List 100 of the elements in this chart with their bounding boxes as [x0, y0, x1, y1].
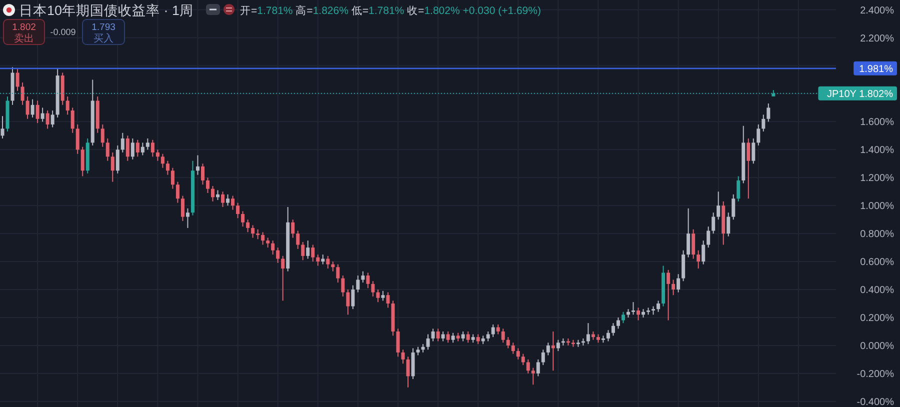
y-tick-label: 1.200% — [860, 173, 894, 184]
candlestick — [401, 349, 405, 364]
candlestick — [381, 290, 385, 302]
annotation: 卖出 — [14, 32, 34, 44]
candlestick — [732, 194, 736, 220]
candlestick — [236, 202, 240, 219]
candlestick — [451, 332, 455, 344]
candlestick — [26, 96, 30, 120]
candlestick — [736, 176, 740, 202]
candlestick — [746, 138, 750, 200]
candlestick — [366, 272, 370, 289]
candlestick — [80, 146, 84, 177]
candlestick — [16, 68, 20, 92]
candlestick — [341, 275, 345, 298]
candlestick — [396, 328, 400, 358]
candlestick — [206, 177, 210, 194]
candlestick — [386, 292, 390, 308]
candlestick — [616, 316, 620, 330]
y-tick-label: -0.400% — [856, 396, 894, 407]
candlestick — [241, 210, 245, 228]
candlestick — [316, 254, 320, 266]
candlestick — [531, 367, 535, 386]
candlestick — [431, 328, 435, 342]
candlestick — [196, 154, 200, 176]
candlestick — [611, 322, 615, 336]
candlestick — [461, 330, 465, 342]
candlestick — [126, 135, 130, 162]
candlestick — [261, 232, 265, 246]
ref-line-label: JP10Y 1.802% — [827, 88, 894, 100]
annotation: 1.802 — [12, 22, 36, 33]
candlestick — [271, 240, 275, 256]
y-tick-label: 2.200% — [860, 33, 894, 44]
candlestick — [150, 139, 154, 158]
candlestick — [36, 100, 40, 124]
candlestick — [20, 82, 24, 106]
candlestick — [702, 240, 706, 265]
candlestick — [516, 348, 520, 360]
candlestick — [211, 186, 215, 202]
candlestick — [636, 307, 640, 321]
annotation: -0.009 — [50, 27, 76, 37]
candlestick — [441, 330, 445, 342]
candlestick — [321, 254, 325, 265]
candlestick — [331, 261, 335, 272]
candlestick — [306, 240, 310, 260]
candlestick — [371, 280, 375, 298]
candlestick — [30, 98, 34, 118]
candlestick — [180, 195, 184, 222]
y-tick-label: 1.600% — [860, 117, 894, 128]
candlestick — [40, 107, 44, 122]
y-tick-label: -0.200% — [856, 368, 894, 380]
candlestick — [160, 153, 164, 168]
candlestick — [766, 103, 770, 122]
candlestick — [70, 107, 74, 134]
sell-button: 1.802 卖出 — [3, 19, 45, 45]
text: 开=1.781% 高=1.826% 低=1.781% 收=1.802% +0.030 (+1.69%) — [240, 5, 541, 17]
chart-title: 日本10年期国债收益率 · 1周 — [19, 3, 194, 18]
candlestick — [311, 244, 315, 262]
candlestick — [301, 241, 305, 261]
candlestick — [346, 289, 350, 316]
candlestick — [136, 139, 140, 158]
candlestick — [726, 212, 730, 237]
candlestick — [166, 160, 170, 176]
candlestick — [200, 163, 204, 186]
y-tick-label: 1.000% — [860, 201, 894, 212]
candlestick — [186, 208, 190, 228]
candlestick — [692, 228, 696, 260]
ref-line-label: 1.981% — [859, 64, 894, 75]
candlestick — [712, 212, 716, 234]
candlestick — [676, 274, 680, 293]
buy-button: 1.793 买入 — [82, 19, 125, 45]
candlestick — [696, 250, 700, 270]
candlestick — [446, 330, 450, 344]
candlestick — [376, 289, 380, 303]
candlestick — [501, 328, 505, 344]
annotation: 买入 — [94, 32, 114, 44]
y-tick-label: 1.400% — [860, 145, 894, 156]
candlestick — [656, 300, 660, 312]
candlestick — [486, 330, 490, 342]
candlestick — [0, 116, 4, 139]
candlestick — [221, 191, 225, 208]
candlestick — [606, 330, 610, 342]
y-tick-label: 0.600% — [860, 257, 894, 268]
candlestick — [672, 279, 676, 296]
candlestick — [100, 124, 104, 148]
annotation: 1.793 — [92, 22, 116, 33]
candlestick — [326, 255, 330, 270]
candlestick — [426, 334, 430, 350]
candlestick — [156, 149, 160, 162]
candlestick — [251, 224, 255, 238]
candlestick — [411, 348, 415, 380]
candlestick — [491, 324, 495, 338]
candlestick — [406, 356, 410, 388]
y-tick-label: 0.200% — [860, 312, 894, 324]
candlestick — [140, 142, 144, 156]
candlestick — [276, 247, 280, 264]
candlestick — [351, 284, 355, 310]
candlestick — [511, 342, 515, 354]
candlestick — [356, 275, 360, 293]
y-tick-label: 0.800% — [860, 229, 894, 240]
candlestick — [116, 144, 120, 174]
